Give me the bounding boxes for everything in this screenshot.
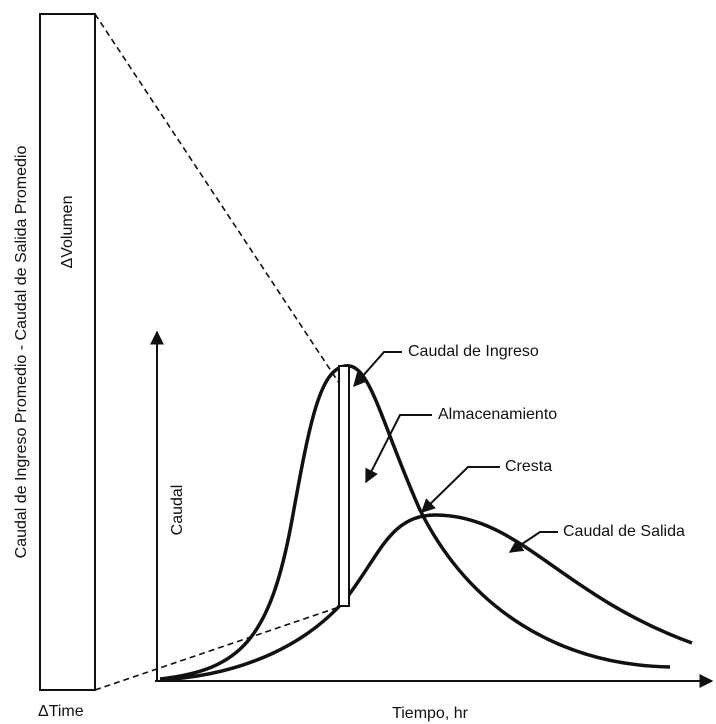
leader-arrow bbox=[365, 414, 432, 484]
time-label: ΔTime bbox=[38, 703, 84, 720]
storage-strip bbox=[338, 365, 350, 607]
leader-arrow bbox=[420, 466, 500, 513]
x-axis-label: Tiempo, hr bbox=[392, 705, 469, 722]
outflow-curve bbox=[159, 513, 693, 682]
bar-label: ΔVolumen bbox=[59, 196, 76, 269]
annotation: Almacenamiento bbox=[438, 406, 557, 423]
dashed-line bbox=[94, 604, 346, 691]
annotation: Caudal de Salida bbox=[563, 523, 685, 540]
dashed-line bbox=[94, 13, 346, 393]
y-axis-label: Caudal bbox=[169, 485, 186, 536]
leader-arrow bbox=[508, 531, 558, 553]
volume-bar bbox=[39, 13, 96, 691]
annotation: Caudal de Ingreso bbox=[408, 343, 539, 360]
annotation: Cresta bbox=[505, 458, 552, 475]
leader-arrow bbox=[353, 351, 402, 388]
left-axis-label: Caudal de Ingreso Promedio - Caudal de S… bbox=[13, 146, 30, 559]
